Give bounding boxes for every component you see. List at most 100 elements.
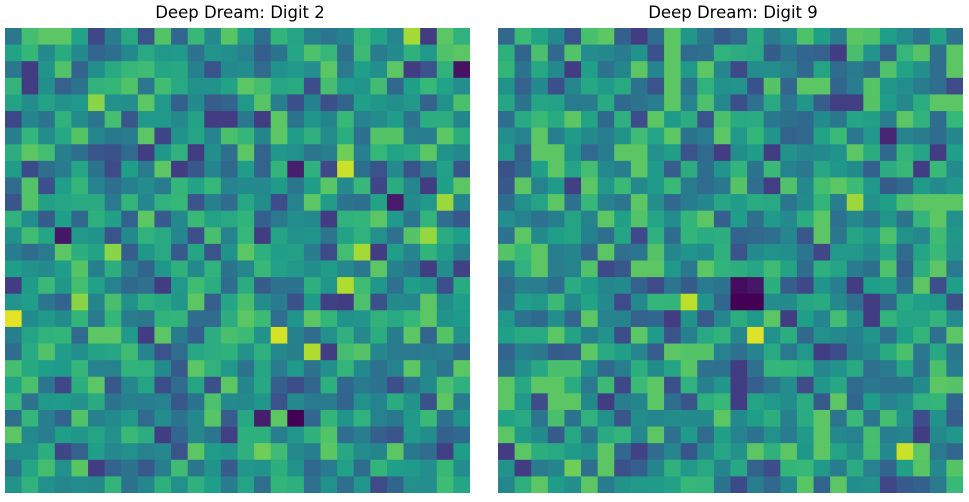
heatmap-cell: [21, 28, 39, 46]
heatmap-cell: [680, 194, 698, 212]
heatmap-cell: [713, 227, 732, 245]
heatmap-cell: [747, 111, 765, 129]
heatmap-cell: [697, 77, 715, 96]
heatmap-cell: [614, 127, 632, 145]
heatmap-cell: [5, 443, 23, 461]
heatmap-cell: [564, 177, 582, 195]
heatmap-cell: [564, 476, 582, 493]
heatmap-cell: [630, 28, 649, 46]
heatmap-cell: [647, 144, 665, 162]
heatmap-cell: [630, 144, 649, 162]
heatmap-cell: [204, 28, 222, 46]
heatmap-cell: [320, 310, 338, 328]
heatmap-cell: [453, 160, 470, 179]
heatmap-cell: [270, 376, 288, 394]
heatmap-cell: [320, 343, 338, 361]
heatmap-cell: [303, 293, 322, 311]
heatmap-cell: [370, 360, 388, 378]
heatmap-cell: [21, 160, 39, 179]
heatmap-cell: [498, 227, 516, 245]
heatmap-cell: [420, 77, 438, 96]
heatmap-cell: [813, 177, 831, 195]
heatmap-cell: [21, 393, 39, 411]
heatmap-cell: [713, 127, 732, 145]
heatmap-cell: [21, 459, 39, 477]
heatmap-cell: [946, 393, 963, 411]
heatmap-cell: [303, 476, 322, 493]
heatmap-cell: [929, 210, 947, 228]
heatmap-cell: [204, 210, 222, 228]
heatmap-cell: [680, 360, 698, 378]
heatmap-cell: [420, 310, 438, 328]
heatmap-cell: [547, 61, 566, 79]
heatmap-cell: [436, 443, 454, 461]
heatmap-cell: [38, 360, 56, 378]
heatmap-cell: [5, 409, 23, 428]
heatmap-cell: [337, 177, 355, 195]
heatmap-cell: [780, 44, 798, 62]
heatmap-cell: [104, 144, 122, 162]
heatmap-cell: [614, 443, 632, 461]
heatmap-cell: [564, 194, 582, 212]
heatmap-cell: [946, 144, 963, 162]
heatmap-cell: [597, 177, 615, 195]
heatmap-cell: [453, 260, 470, 278]
heatmap-cell: [337, 94, 355, 112]
heatmap-cell: [597, 376, 615, 394]
heatmap-cell: [813, 77, 831, 96]
heatmap-cell: [879, 227, 898, 245]
heatmap-cell: [498, 61, 516, 79]
heatmap-cell: [453, 194, 470, 212]
heatmap-cell: [88, 210, 106, 228]
heatmap-cell: [104, 227, 122, 245]
heatmap-cell: [386, 293, 405, 311]
heatmap-cell: [370, 310, 388, 328]
heatmap-cell: [303, 127, 322, 145]
heatmap-cell: [498, 310, 516, 328]
heatmap-cell: [531, 293, 549, 311]
heatmap-cell: [531, 227, 549, 245]
heatmap-cell: [547, 409, 566, 428]
heatmap-cell: [88, 260, 106, 278]
heatmap-digit-9: [498, 28, 963, 493]
heatmap-cell: [913, 111, 931, 129]
heatmap-cell: [337, 111, 355, 129]
heatmap-cell: [187, 144, 205, 162]
heatmap-cell: [237, 61, 255, 79]
heatmap-cell: [830, 77, 848, 96]
heatmap-cell: [630, 409, 649, 428]
heatmap-cell: [137, 360, 156, 378]
heatmap-cell: [581, 227, 599, 245]
heatmap-cell: [763, 426, 781, 444]
heatmap-cell: [531, 277, 549, 295]
heatmap-cell: [581, 360, 599, 378]
heatmap-cell: [647, 160, 665, 179]
heatmap-cell: [830, 393, 848, 411]
heatmap-cell: [796, 44, 815, 62]
heatmap-cell: [730, 210, 748, 228]
heatmap-cell: [514, 111, 532, 129]
heatmap-cell: [220, 310, 239, 328]
heatmap-cell: [353, 260, 371, 278]
heatmap-cell: [220, 177, 239, 195]
heatmap-cell: [929, 360, 947, 378]
heatmap-cell: [796, 393, 815, 411]
heatmap-cell: [581, 160, 599, 179]
heatmap-cell: [630, 459, 649, 477]
heatmap-cell: [303, 393, 322, 411]
heatmap-cell: [5, 459, 23, 477]
heatmap-cell: [763, 77, 781, 96]
heatmap-cell: [564, 409, 582, 428]
heatmap-cell: [846, 28, 864, 46]
heatmap-cell: [337, 459, 355, 477]
heatmap-cell: [171, 160, 189, 179]
heatmap-cell: [929, 243, 947, 262]
heatmap-cell: [420, 459, 438, 477]
heatmap-cell: [879, 293, 898, 311]
heatmap-cell: [270, 227, 288, 245]
heatmap-cell: [436, 227, 454, 245]
heatmap-cell: [204, 127, 222, 145]
heatmap-cell: [21, 111, 39, 129]
heatmap-cell: [830, 409, 848, 428]
heatmap-cell: [54, 111, 73, 129]
